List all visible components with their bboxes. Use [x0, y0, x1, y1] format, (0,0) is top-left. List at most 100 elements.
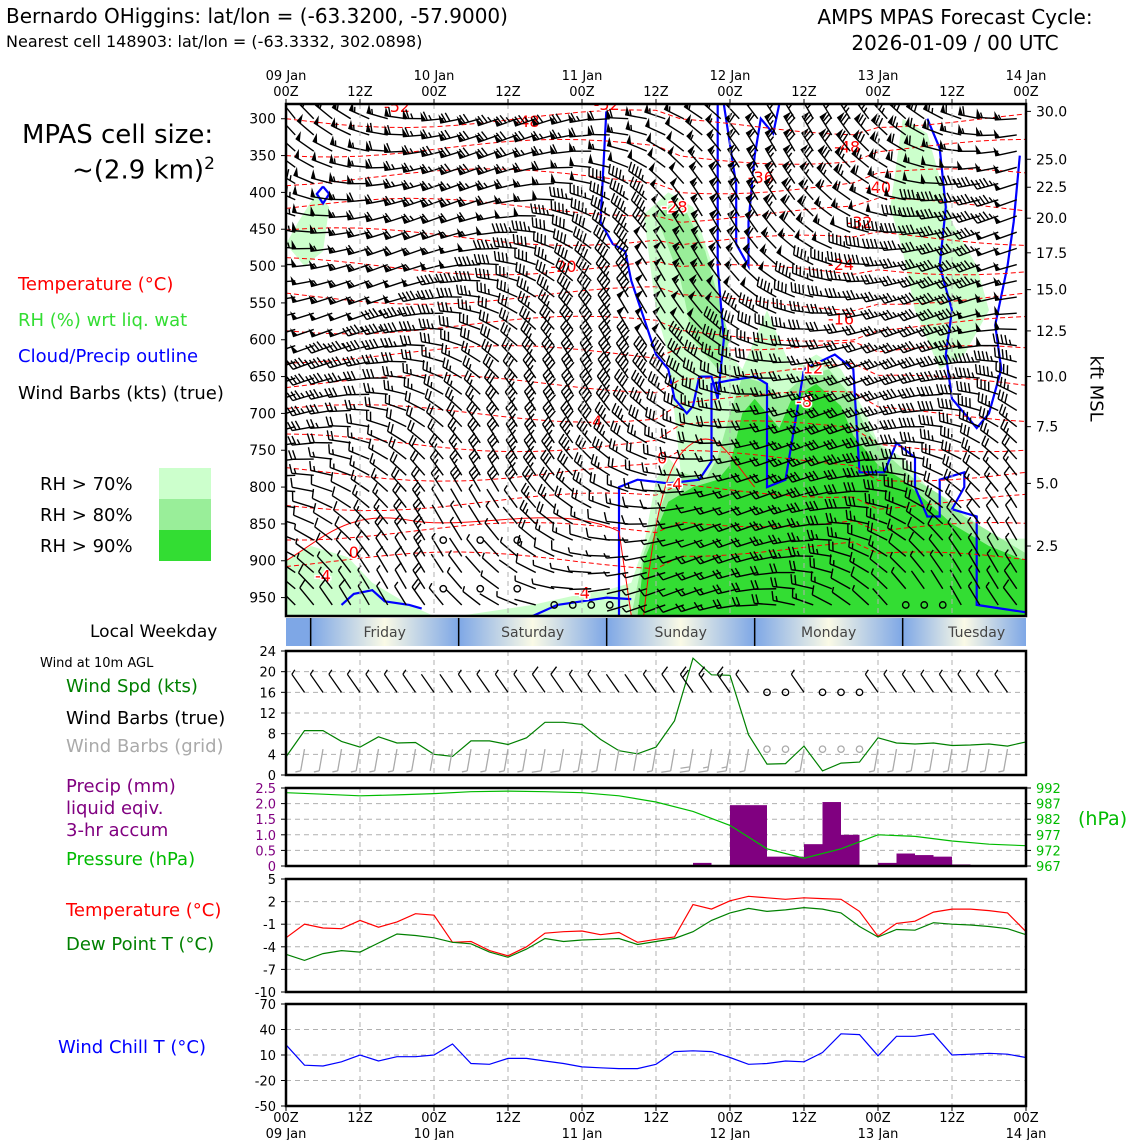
- barb-full: [328, 387, 334, 398]
- barb-staff: [705, 118, 722, 136]
- barb-staff: [635, 277, 648, 298]
- barb-staff: [663, 108, 685, 120]
- barb-half: [487, 116, 492, 122]
- barb-full: [596, 270, 604, 280]
- barb-full: [309, 389, 316, 399]
- barb-half: [822, 169, 827, 176]
- barb-full: [379, 309, 386, 319]
- wind-barb: [518, 305, 537, 330]
- barb-half: [699, 573, 705, 579]
- wind-barb: [523, 432, 537, 460]
- wind-barb: [549, 144, 573, 155]
- barb-full: [444, 146, 451, 156]
- barb-full: [644, 425, 647, 435]
- barb-full: [507, 403, 515, 412]
- barb-pennant: [588, 153, 594, 164]
- barb-half: [699, 541, 705, 547]
- barb-full: [331, 486, 336, 496]
- barb-half: [692, 181, 698, 187]
- wind-barb: [287, 450, 314, 461]
- wind-barb: [409, 450, 426, 476]
- barb-staff: [479, 593, 500, 606]
- barb-staff: [550, 181, 573, 185]
- barb-full: [343, 385, 348, 396]
- barb-full: [598, 319, 606, 328]
- barb-pennant: [690, 192, 699, 202]
- barb-full: [691, 327, 697, 337]
- barb-half: [405, 249, 411, 255]
- barb-full: [832, 288, 837, 298]
- barb-half: [892, 328, 897, 334]
- wind-barb: [687, 290, 703, 314]
- wind-barb: [709, 192, 722, 217]
- barb-pennant: [345, 296, 354, 305]
- wind-barb: [676, 449, 703, 460]
- wind-barb: [330, 472, 352, 493]
- barb-half: [431, 323, 434, 329]
- barb-half: [411, 324, 416, 331]
- barb-pennant: [549, 115, 557, 125]
- wind-barb: [356, 546, 370, 573]
- barb-full: [790, 282, 793, 292]
- barb-full: [444, 112, 451, 122]
- wind-barb: [532, 231, 555, 250]
- barb-full: [270, 467, 273, 476]
- barb-full: [496, 179, 503, 188]
- barb-full: [618, 338, 626, 348]
- barb-full: [462, 113, 470, 123]
- wind-barb: [323, 356, 351, 369]
- wind-barb: [286, 242, 296, 250]
- wind-barb: [541, 432, 555, 460]
- barb-full: [305, 345, 313, 354]
- barb-full: [546, 358, 554, 367]
- wind-barb: [474, 147, 499, 160]
- barb-half: [336, 550, 341, 556]
- barb-full: [613, 195, 619, 205]
- barb-staff: [606, 604, 629, 612]
- wind-barb: [861, 238, 888, 250]
- barb-staff: [448, 554, 463, 573]
- barb-full: [618, 322, 626, 331]
- barb-full: [623, 477, 626, 488]
- barb-half: [387, 265, 392, 271]
- barb-full: [886, 275, 893, 285]
- barb-full: [581, 322, 589, 331]
- barb-pennant: [332, 104, 337, 110]
- wind-barb: [621, 496, 647, 509]
- barb-pennant: [647, 146, 653, 158]
- wind-barb: [297, 564, 315, 590]
- barb-full: [528, 406, 536, 416]
- barb-full: [481, 131, 489, 140]
- barb-full: [481, 297, 484, 307]
- barb-full: [523, 221, 527, 232]
- barb-full: [490, 423, 499, 432]
- barb-full: [584, 280, 591, 290]
- wind-barb: [531, 175, 555, 186]
- barb-full: [440, 130, 447, 140]
- barb-full: [544, 403, 552, 412]
- barb-half: [624, 351, 629, 358]
- barb-full: [878, 259, 885, 269]
- barb-full: [388, 352, 393, 362]
- barb-full: [520, 293, 526, 303]
- barb-pennant: [651, 193, 659, 203]
- barb-full: [543, 294, 549, 304]
- barb-full: [527, 439, 536, 448]
- barb-pennant: [309, 224, 316, 234]
- barb-full: [576, 228, 581, 238]
- barb-half: [442, 232, 447, 238]
- barb-full: [630, 369, 637, 379]
- barb-full: [331, 341, 338, 351]
- barb-full: [556, 187, 560, 198]
- barb-full: [421, 229, 429, 238]
- barb-full: [451, 452, 459, 461]
- barb-full: [391, 322, 397, 332]
- barb-half: [660, 352, 665, 358]
- barb-full: [861, 238, 866, 248]
- barb-full: [659, 446, 663, 457]
- barb-full: [621, 378, 628, 387]
- barb-staff: [310, 195, 333, 201]
- barb-full: [408, 434, 414, 444]
- wind-barb: [286, 505, 296, 509]
- wind-barb: [630, 369, 648, 395]
